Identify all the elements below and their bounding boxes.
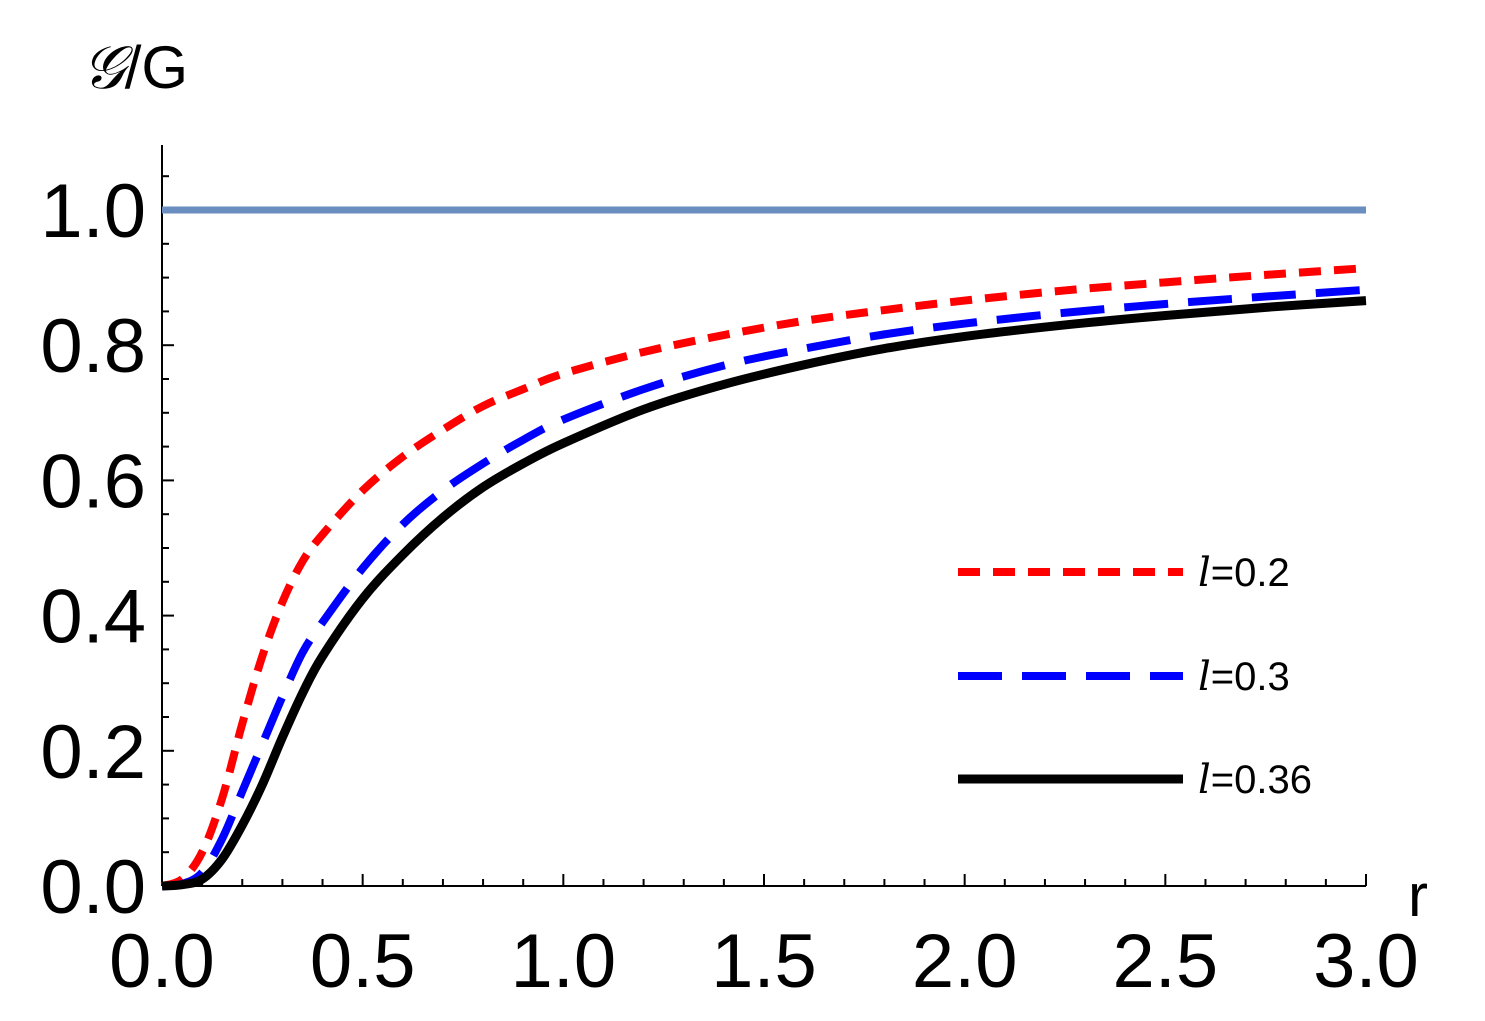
series-line-2 <box>161 285 1367 890</box>
y-axis-title-rest: /G <box>125 34 188 101</box>
series-line-1 <box>160 264 1367 890</box>
x-tick-label: 2.0 <box>912 919 1018 1004</box>
axes: 0.0 0.5 1.0 1.5 2.0 2.5 3.0 0.0 0.2 0.4 0.6 0.8 1.0 <box>40 145 1419 1004</box>
y-tick-label: 0.4 <box>40 575 146 660</box>
y-tick-label: 0.8 <box>40 304 146 389</box>
legend-label-symbol: l <box>1198 654 1211 700</box>
legend-label-3: l=0.36 <box>1198 757 1312 803</box>
y-tick-label: 1.0 <box>40 169 146 254</box>
x-tick-label: 3.0 <box>1313 919 1419 1004</box>
legend: l=0.2l=0.3l=0.36 <box>958 550 1312 803</box>
legend-label-1: l=0.2 <box>1198 550 1290 596</box>
x-tick-label: 0.5 <box>310 919 416 1004</box>
series-line-3 <box>161 296 1367 891</box>
legend-label-value: =0.36 <box>1211 758 1312 802</box>
legend-label-2: l=0.3 <box>1198 654 1290 700</box>
y-tick-label: 0.6 <box>40 439 146 524</box>
series-group <box>160 264 1367 891</box>
x-axis-title: r <box>1408 862 1428 929</box>
legend-label-value: =0.2 <box>1211 551 1290 595</box>
legend-label-symbol: l <box>1198 550 1211 596</box>
y-tick-label: 0.2 <box>40 710 146 795</box>
x-tick-label: 1.5 <box>711 919 817 1004</box>
y-tick-label: 0.0 <box>40 845 146 930</box>
legend-label-value: =0.3 <box>1211 655 1290 699</box>
x-tick-label: 1.0 <box>511 919 617 1004</box>
x-tick-label: 0.0 <box>109 919 215 1004</box>
y-axis-title: 𝒢/G <box>82 33 188 103</box>
x-tick-label: 2.5 <box>1113 919 1219 1004</box>
legend-label-symbol: l <box>1198 757 1211 803</box>
